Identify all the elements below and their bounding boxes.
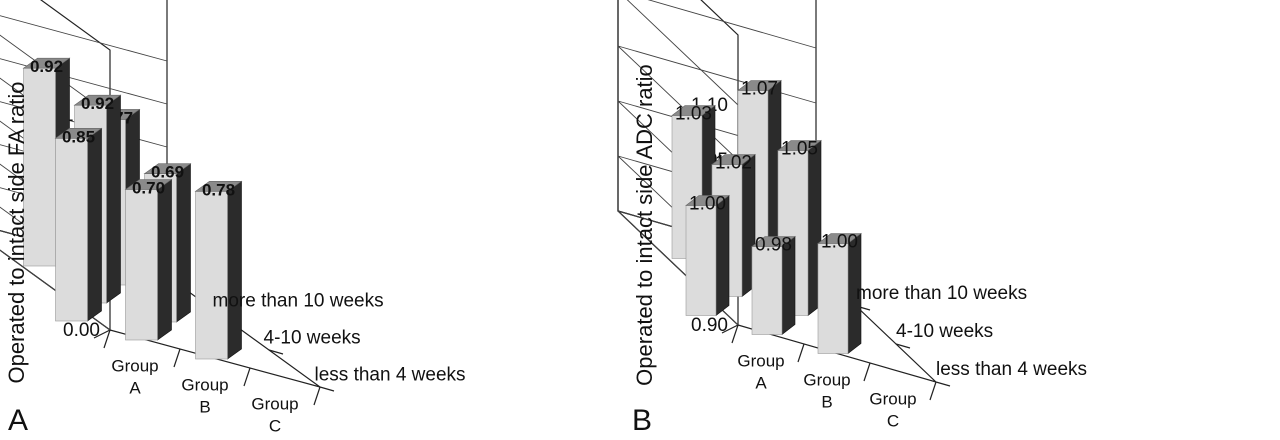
bar-top-face [22, 57, 71, 69]
category-label-line: Group [869, 390, 916, 409]
category-label-line: Group [251, 395, 298, 414]
bar-top-face [817, 233, 862, 244]
bar-front-face [55, 137, 88, 322]
category-divider [929, 381, 937, 401]
bar-group-b-series-1: 0.70 [124, 178, 173, 341]
y-axis-title: Operated to intact side FA ratio [4, 81, 29, 383]
category-divider [863, 362, 871, 382]
chart-b-plot: 0.900.951.001.051.101.031.071.021.051.00… [617, 0, 1087, 437]
bar-top-face [124, 179, 173, 190]
bar-group-b-series-3: 0.92 [22, 57, 71, 267]
series-divider [268, 349, 284, 355]
axis-tick [721, 324, 739, 334]
category-divider [731, 324, 739, 344]
data-label: 0.69 [151, 163, 184, 182]
bar-top-face [54, 128, 103, 139]
data-label: 1.03 [675, 104, 712, 125]
data-label: 1.00 [821, 232, 858, 253]
bars: 0.920.770.920.690.850.700.78 [22, 57, 243, 360]
category-divider [173, 348, 181, 368]
panel-label: A [8, 404, 28, 437]
y-tick-label: 0.00 [63, 320, 100, 341]
bar-front-face [685, 205, 717, 316]
series-label: less than 4 weeks [936, 359, 1087, 380]
series-label: more than 10 weeks [213, 291, 384, 312]
bars: 1.03 1.07 1.02 1.05 1.00 0.98 1.00 [671, 79, 862, 355]
data-label: 1.07 [741, 79, 778, 100]
bar-front-face [125, 189, 158, 341]
gridline [626, 0, 817, 106]
data-label: 1.00 [689, 194, 726, 215]
category-label-line: B [821, 393, 832, 412]
category-label-3: Group C [869, 390, 916, 431]
axis-tick [93, 329, 111, 339]
data-label: 0.98 [755, 235, 792, 256]
bar-side-face [106, 94, 121, 304]
y-tick-label: 0.90 [691, 315, 728, 336]
chart-a-fa-ratio: 0.000.200.400.600.801.000.920.770.920.69… [0, 0, 466, 437]
bar-side-face [227, 180, 242, 360]
bar-group-a-series-1: 1.00 [685, 194, 730, 317]
bar-front-face [751, 246, 783, 335]
series-label: 4-10 weeks [896, 321, 993, 342]
bar-top-face [685, 195, 730, 206]
series-divider [319, 386, 335, 392]
data-label: 0.85 [62, 127, 95, 146]
bar-top-face [73, 94, 122, 106]
data-label: 1.02 [715, 153, 752, 174]
category-label-line: C [269, 417, 281, 436]
category-label-line: B [199, 398, 210, 417]
panel-label: B [632, 404, 652, 437]
bar-front-face [195, 191, 228, 360]
chart-a-plot: 0.000.200.400.600.801.000.920.770.920.69… [0, 0, 466, 437]
category-divider [243, 367, 251, 387]
bar-group-c-series-1: 0.78 [194, 180, 243, 360]
category-label-2: Group B [181, 376, 228, 417]
category-divider [797, 343, 805, 363]
bar-side-face [176, 163, 191, 323]
bar-side-face [157, 178, 172, 341]
bar-side-face [87, 127, 102, 322]
category-label-line: Group [111, 357, 158, 376]
category-divider [103, 329, 111, 349]
data-label: 0.92 [81, 94, 114, 113]
category-label-line: C [887, 412, 899, 431]
category-label-line: Group [803, 371, 850, 390]
bar-top-face [751, 236, 796, 247]
bar-top-face [777, 140, 822, 151]
data-label: 1.05 [781, 139, 818, 160]
bar-group-b-series-1: 0.98 [751, 235, 796, 336]
category-label-line: A [129, 379, 141, 398]
data-label: 0.78 [202, 180, 235, 199]
bar-top-face [671, 105, 716, 116]
bar-front-face [817, 243, 849, 354]
series-label: less than 4 weeks [315, 365, 466, 386]
y-axis-title: Operated to intact side ADC ratio [632, 64, 657, 386]
category-label-line: Group [181, 376, 228, 395]
category-label-2: Group B [803, 371, 850, 412]
series-label: 4-10 weeks [264, 328, 361, 349]
category-label-line: Group [737, 352, 784, 371]
series-divider [935, 381, 951, 387]
bar-top-face [737, 80, 782, 91]
bar-group-c-series-1: 1.00 [817, 232, 862, 355]
bar-group-a-series-1: 0.85 [54, 127, 103, 322]
category-label-3: Group C [251, 395, 298, 436]
bar-front-face [23, 67, 56, 267]
bar-top-face [711, 154, 756, 165]
category-divider [313, 386, 321, 406]
chart-b-adc-ratio: 0.900.951.001.051.101.031.071.021.051.00… [617, 0, 1087, 437]
category-label-1: Group A [737, 352, 784, 393]
bar-top-face [143, 163, 192, 174]
data-label: 0.70 [132, 179, 165, 198]
series-label: more than 10 weeks [856, 283, 1027, 304]
category-label-1: Group A [111, 357, 158, 398]
series-divider [895, 343, 911, 349]
data-label: 0.92 [30, 57, 63, 76]
category-label-line: A [755, 374, 767, 393]
bar-top-face [194, 181, 243, 192]
